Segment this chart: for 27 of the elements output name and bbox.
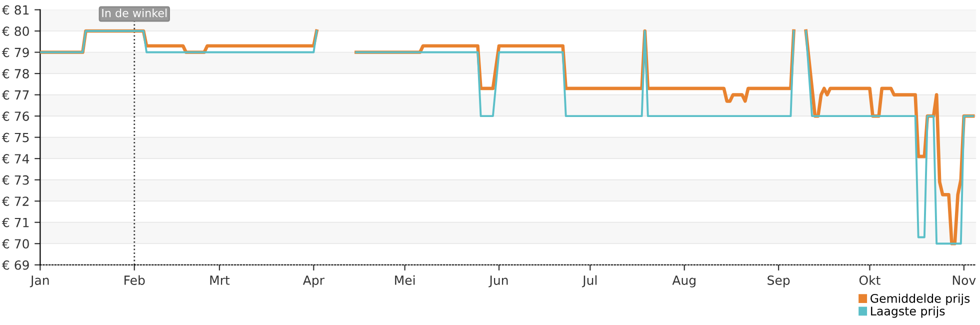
x-tick-label: Nov <box>952 276 976 285</box>
legend-label: Gemiddelde prijs <box>870 294 970 306</box>
y-tick-label: € 80 <box>2 26 29 36</box>
y-tick-label: € 77 <box>2 90 29 100</box>
x-tick-label: Feb <box>124 275 145 285</box>
x-tick-label: Aug <box>672 276 696 288</box>
y-tick-label: € 75 <box>2 132 29 142</box>
x-tick-label: Mei <box>395 275 415 285</box>
y-tick-label: € 70 <box>2 239 29 249</box>
y-tick-label: € 76 <box>2 112 29 121</box>
x-tick-label: Mrt <box>210 276 230 285</box>
y-tick-label: € 81 <box>2 5 29 15</box>
y-tick-label: € 78 <box>2 69 29 78</box>
y-tick-label: € 79 <box>2 48 29 58</box>
y-tick-label: € 72 <box>2 196 29 206</box>
x-tick-label: Okt <box>859 275 880 285</box>
y-tick-label: € 74 <box>2 154 30 164</box>
y-tick-label: € 69 <box>2 260 29 270</box>
x-tick-label: Apr <box>302 276 324 288</box>
x-tick-label: Sep <box>768 276 790 288</box>
x-tick-label: Jul <box>582 275 597 288</box>
x-tick-label: Jun <box>488 276 508 288</box>
x-tick-label: Jan <box>30 276 49 288</box>
ref-line-label: In de winkel <box>102 8 167 18</box>
y-tick-label: € 73 <box>2 175 29 185</box>
y-tick-label: € 71 <box>2 218 29 228</box>
legend-label: Laagste prijs <box>871 306 945 318</box>
